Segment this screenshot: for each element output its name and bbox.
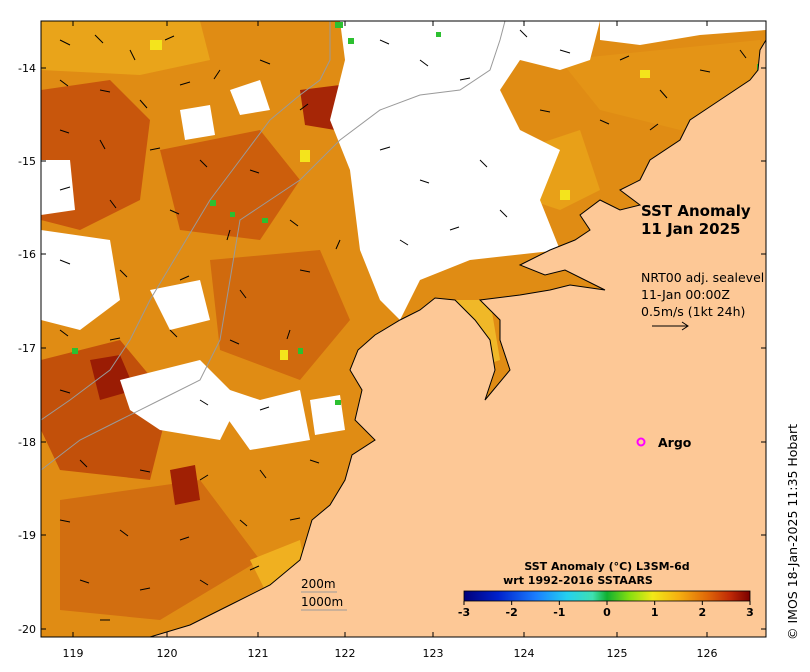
sst-anomaly-patches [41,21,760,620]
x-tick-label: 123 [423,647,444,660]
current-source-label: NRT00 adj. sealevel [641,270,764,285]
x-tick-label: 119 [63,647,84,660]
argo-float-marker-icon [636,437,646,447]
coastline [149,39,766,637]
current-scale-label: 0.5m/s (1kt 24h) [641,304,745,319]
colorbar-tick-label: -2 [506,606,518,619]
y-tick-label: -15 [18,155,36,168]
colorbar-title: SST Anomaly (°C) L3SM-6d [524,560,689,573]
x-tick-label: 125 [607,647,628,660]
y-tick-label: -16 [18,248,36,261]
map-date: 11 Jan 2025 [641,220,740,238]
x-axis-ticks [72,21,708,637]
no-data-regions [41,21,766,450]
current-time-label: 11-Jan 00:00Z [641,287,730,302]
plot-frame [40,20,767,638]
contour-legend-1000m: 1000m [301,595,343,609]
y-tick-label: -14 [18,62,36,75]
colorbar-subtitle: wrt 1992-2016 SSTAARS [503,574,653,587]
colorbar-labels: -3 -2 -1 0 1 2 3 [458,606,754,619]
map-plot-area [41,21,766,637]
y-tick-label: -18 [18,436,36,449]
current-vectors [59,29,747,621]
argo-marker-label: Argo [658,435,692,450]
x-tick-label: 126 [697,647,718,660]
x-axis-labels: 119 120 121 122 123 124 125 126 [63,647,718,660]
imos-credit: © IMOS 18-Jan-2025 11:35 Hobart [785,424,800,640]
y-axis-labels: -14 -15 -16 -17 -18 -19 -20 [18,62,36,636]
land-mass [150,21,766,637]
y-tick-label: -20 [18,623,36,636]
bathymetry-contours [41,21,506,471]
current-scale-arrow-icon [652,321,689,331]
contour-legend-200m: 200m [301,577,336,591]
colorbar-tick-label: -1 [553,606,565,619]
colorbar-ticks [463,601,751,605]
colorbar-tick-label: 1 [651,606,659,619]
x-tick-label: 122 [335,647,356,660]
colorbar-tick-label: 2 [699,606,707,619]
x-tick-label: 120 [157,647,178,660]
y-tick-label: -19 [18,529,36,542]
colorbar-tick-label: -3 [458,606,470,619]
y-axis-ticks [41,67,766,630]
x-tick-label: 121 [248,647,269,660]
x-tick-label: 124 [514,647,535,660]
colorbar [463,590,751,602]
colorbar-tick-label: 0 [603,606,611,619]
map-title: SST Anomaly [641,202,751,220]
y-tick-label: -17 [18,342,36,355]
colorbar-tick-label: 3 [746,606,754,619]
